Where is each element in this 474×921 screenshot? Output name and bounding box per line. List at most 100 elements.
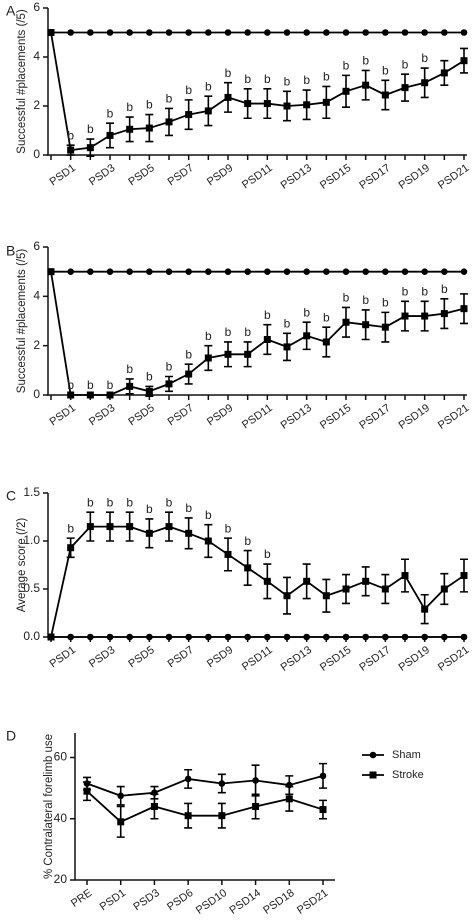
marker <box>362 81 370 89</box>
marker <box>185 29 192 36</box>
legend-marker <box>369 771 377 779</box>
marker <box>244 350 252 358</box>
marker <box>126 29 133 36</box>
marker <box>342 633 350 641</box>
annotation: b <box>284 317 291 331</box>
x-tick-label: PSD19 <box>397 162 432 192</box>
x-tick-label: PSD13 <box>279 644 314 674</box>
marker <box>67 29 74 36</box>
marker <box>362 633 369 641</box>
marker <box>440 69 448 77</box>
marker <box>401 572 409 580</box>
series-line <box>50 271 465 396</box>
marker <box>252 803 260 810</box>
x-tick-label: PSD21 <box>436 644 471 674</box>
marker <box>460 305 468 313</box>
x-tick-label: PSD1 <box>48 644 78 670</box>
y-tick-label: 1.5 <box>23 485 40 499</box>
marker <box>319 772 327 780</box>
marker <box>224 350 232 358</box>
x-tick-label: PSD13 <box>279 402 314 432</box>
annotation: b <box>185 347 192 361</box>
marker <box>185 633 192 641</box>
marker <box>264 29 271 36</box>
x-tick-label: PSD7 <box>166 402 196 428</box>
marker <box>421 29 428 36</box>
marker <box>184 812 192 820</box>
marker <box>86 391 94 399</box>
annotation: b <box>166 92 173 106</box>
marker <box>252 777 259 784</box>
marker <box>146 29 153 36</box>
marker <box>224 93 232 101</box>
annotation: b <box>225 325 232 339</box>
marker <box>126 633 133 641</box>
marker <box>218 780 226 787</box>
marker <box>165 118 173 126</box>
annotation: b <box>126 100 133 114</box>
x-tick-label: PSD11 <box>240 644 275 673</box>
y-axis-label: % Contralateral forelimb use <box>43 734 55 879</box>
x-tick-label: PSD15 <box>318 644 353 674</box>
marker <box>382 633 389 641</box>
marker <box>460 633 468 641</box>
marker <box>460 29 468 36</box>
annotation: b <box>67 521 74 535</box>
marker <box>204 107 212 115</box>
marker <box>244 268 251 275</box>
marker <box>150 803 158 810</box>
panel-label: D <box>6 728 16 744</box>
marker <box>421 79 429 87</box>
marker <box>106 131 114 139</box>
x-tick-label: PSD21 <box>436 402 471 432</box>
annotation: b <box>362 293 369 307</box>
x-tick-label: PSD3 <box>87 402 117 428</box>
annotation: b <box>87 495 94 509</box>
marker <box>441 29 448 36</box>
annotation: b <box>264 72 271 86</box>
legend-label: Sham <box>392 749 421 761</box>
marker <box>126 523 134 531</box>
annotation: b <box>225 521 232 535</box>
panel-label: A <box>6 3 16 19</box>
annotation: b <box>126 362 133 376</box>
annotation: b <box>146 98 153 112</box>
annotation: b <box>87 122 94 136</box>
marker <box>401 84 409 92</box>
annotation: b <box>303 305 310 319</box>
marker <box>106 391 114 399</box>
x-tick-label: PSD13 <box>279 162 314 192</box>
marker <box>283 268 291 275</box>
marker <box>263 577 271 585</box>
marker <box>283 633 291 641</box>
marker <box>263 336 271 343</box>
marker <box>362 29 369 36</box>
marker <box>362 577 370 585</box>
x-tick-label: PSD6 <box>165 887 195 913</box>
marker <box>362 321 370 329</box>
marker <box>322 98 330 106</box>
marker <box>285 795 293 803</box>
legend-marker <box>369 751 377 759</box>
series-line <box>50 525 465 638</box>
y-tick-label: 0 <box>33 147 40 161</box>
series-line <box>50 32 465 152</box>
annotation: b <box>441 282 448 296</box>
x-tick-label: PSD14 <box>228 887 263 917</box>
marker <box>165 29 173 36</box>
y-tick-label: 4 <box>33 289 40 303</box>
annotation: b <box>166 495 173 509</box>
marker <box>87 29 94 36</box>
annotation: b <box>421 284 428 298</box>
y-tick-label: 2 <box>33 98 40 112</box>
annotation: b <box>382 296 389 310</box>
marker <box>401 312 409 320</box>
x-tick-label: PSD9 <box>205 644 235 670</box>
x-tick-label: PSD3 <box>131 887 161 913</box>
marker <box>146 268 153 275</box>
annotation: b <box>107 106 114 120</box>
annotation: b <box>205 508 212 522</box>
marker <box>323 268 330 275</box>
marker <box>382 268 389 275</box>
